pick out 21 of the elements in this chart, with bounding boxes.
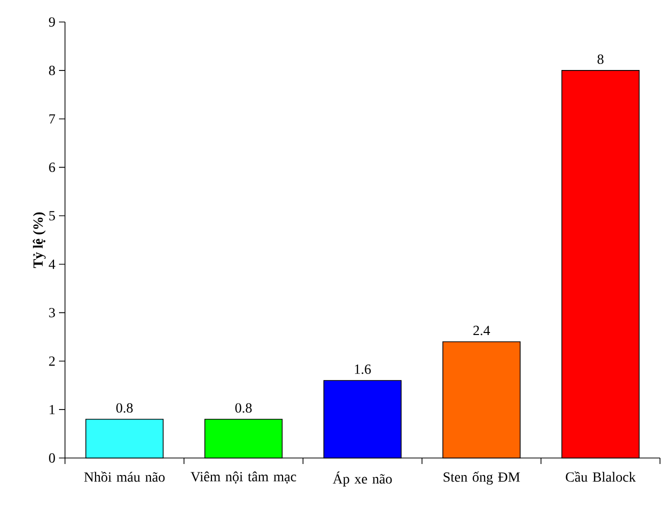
x-tick-label: Cầu Blalock [566, 472, 636, 482]
data-label: 8 [598, 54, 604, 64]
y-tick-label: 5 [49, 211, 55, 220]
y-tick-label: 2 [49, 356, 55, 366]
x-tick-label: Viêm nội tâm mạc [190, 472, 296, 484]
y-tick-label: 6 [49, 162, 56, 172]
x-tick-label: Áp xe não [332, 472, 392, 486]
x-tick-label: Sten ống ĐM [444, 472, 520, 485]
y-tick-label: 7 [49, 114, 56, 124]
data-label: 1.6 [355, 364, 371, 374]
y-tick-label: 9 [48, 17, 55, 27]
data-label: 2.4 [473, 326, 490, 336]
data-label: 0.8 [235, 403, 252, 413]
y-tick-label: 0 [49, 453, 55, 463]
x-tick-label: Nhồi máu não [84, 472, 165, 482]
y-tick-label: 1 [50, 404, 55, 414]
y-tick-label: 3 [49, 308, 55, 318]
y-axis-title: Tỷ lệ (%) [32, 212, 46, 268]
y-tick-label: 4 [48, 260, 56, 269]
data-label: 0.8 [116, 403, 133, 413]
y-tick-label: 8 [49, 66, 55, 76]
